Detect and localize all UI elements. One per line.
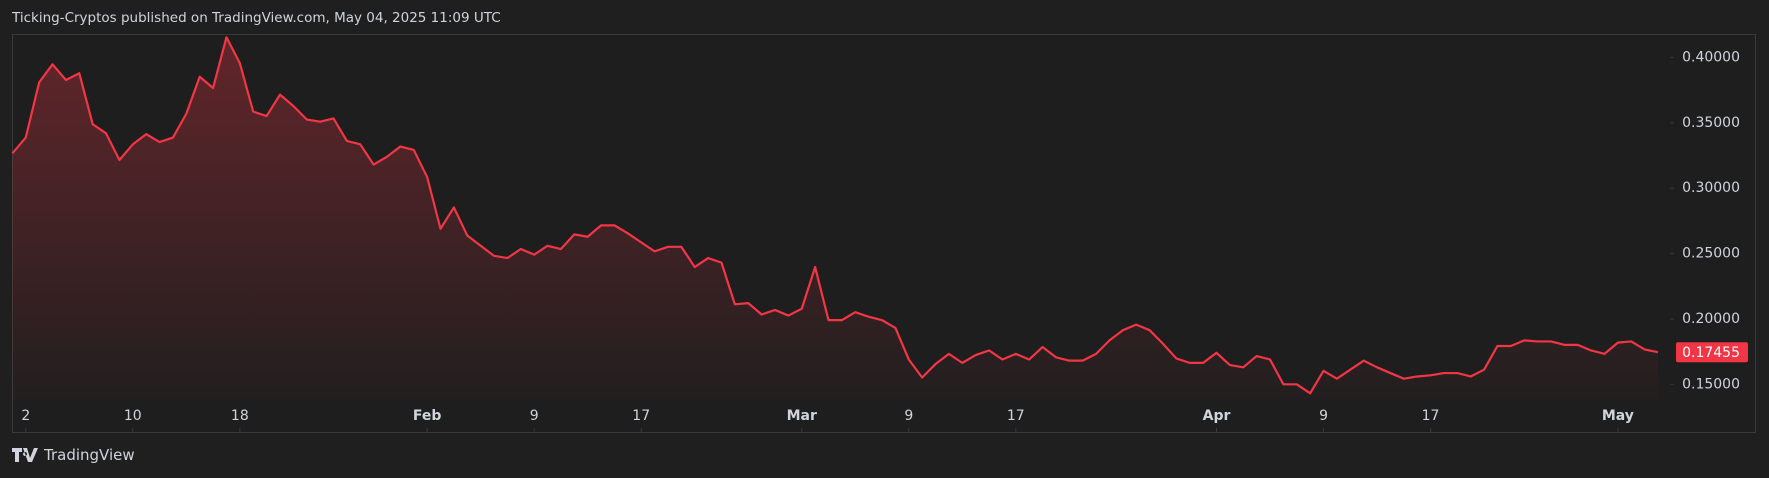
- header: Ticking-Cryptos published on TradingView…: [12, 10, 501, 26]
- x-tick-label: May: [1602, 408, 1634, 424]
- price-line: [11, 36, 1659, 395]
- area-fill: [12, 37, 1658, 401]
- y-tick-label: 0.30000: [1682, 180, 1740, 196]
- x-tick-label: Feb: [413, 408, 442, 424]
- x-tick-label: 17: [1007, 408, 1025, 424]
- y-tick-label: 0.35000: [1682, 115, 1740, 131]
- y-tick-label: 0.15000: [1682, 376, 1740, 392]
- last-price-label: 0.17455: [1682, 345, 1740, 361]
- x-tick-label: 9: [1319, 408, 1328, 424]
- footer-text: TradingView: [44, 446, 135, 464]
- x-tick-label: 18: [231, 408, 249, 424]
- x-tick-label: 9: [904, 408, 913, 424]
- y-tick-label: 0.40000: [1682, 50, 1740, 66]
- x-tick-label: Mar: [787, 408, 817, 424]
- x-tick-label: 9: [530, 408, 539, 424]
- x-tick-label: 17: [632, 408, 650, 424]
- y-tick-label: 0.25000: [1682, 246, 1740, 262]
- x-tick-label: 10: [124, 408, 142, 424]
- y-tick-label: 0.20000: [1682, 311, 1740, 327]
- last-price-box: [1676, 342, 1748, 363]
- x-tick-label: 17: [1422, 408, 1440, 424]
- footer: TradingView: [12, 446, 135, 464]
- x-tick-label: 2: [21, 408, 30, 424]
- logo: [12, 448, 38, 462]
- x-tick-label: Apr: [1203, 408, 1231, 424]
